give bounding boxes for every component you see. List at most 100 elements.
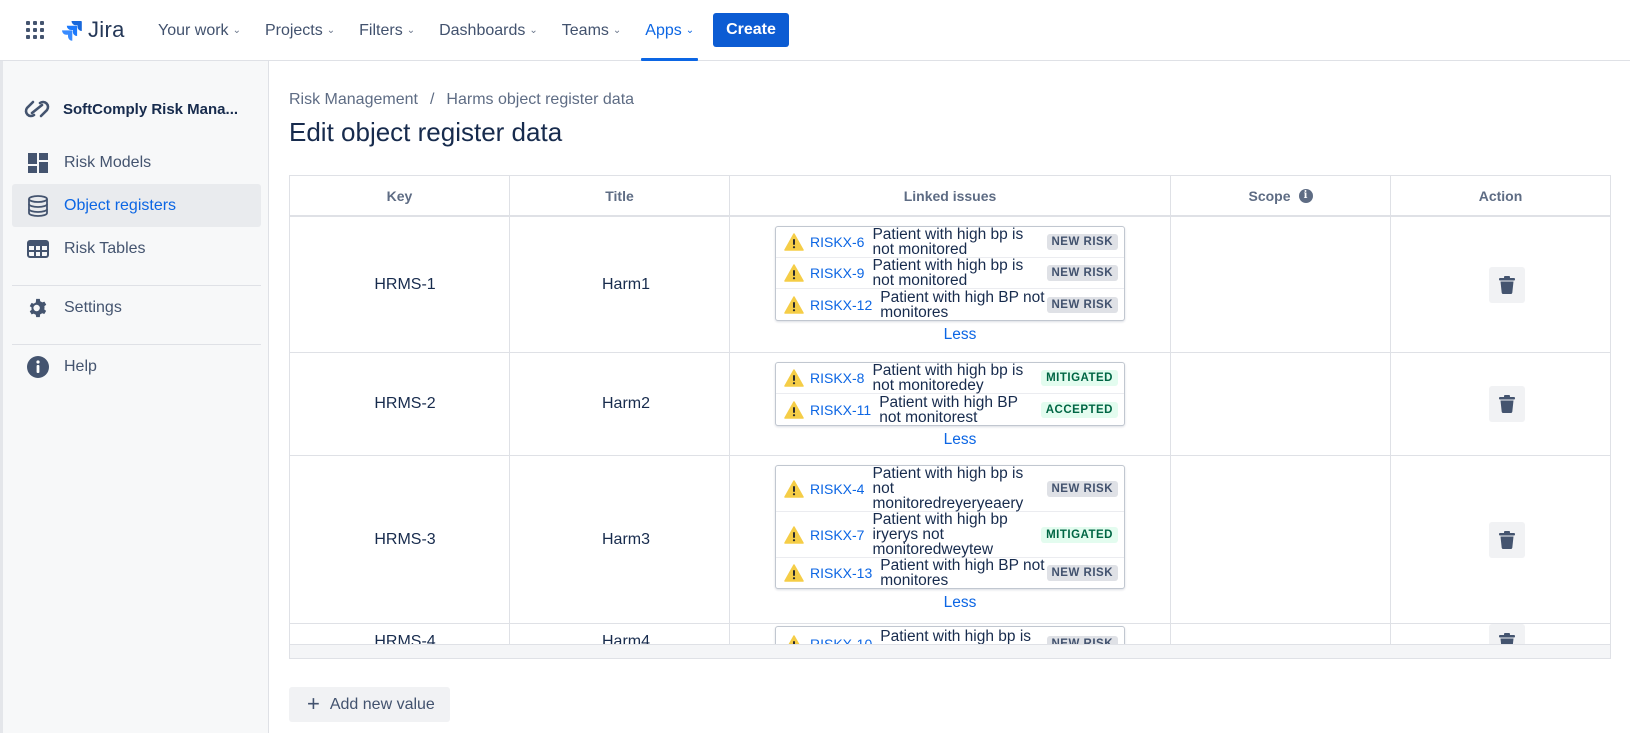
column-header-action: Action [1391, 176, 1610, 215]
nav-your-work[interactable]: Your work ⌄ [150, 0, 249, 61]
linked-issue-item[interactable]: RISKX-9 Patient with high bp is not monit… [776, 258, 1124, 289]
key-cell: HRMS-3 [290, 456, 510, 623]
horizontal-scrollbar[interactable] [290, 644, 1610, 658]
linked-issue-item[interactable]: RISKX-4 Patient with high bp is not monit… [776, 466, 1124, 512]
issue-key-link[interactable]: RISKX-6 [810, 234, 865, 250]
warning-icon [784, 564, 804, 582]
issue-summary: Patient with high bp is not monitored [872, 226, 1024, 258]
column-header-title[interactable]: Title [510, 176, 730, 215]
linked-issue-item[interactable]: RISKX-8 Patient with high bp is not monit… [776, 363, 1124, 394]
linked-issue-item[interactable]: RISKX-12 Patient with high BP not monitor… [776, 289, 1124, 320]
breadcrumb-current-link[interactable]: Harms object register data [446, 91, 635, 108]
softcomply-logo-icon [24, 100, 50, 118]
warning-icon [784, 479, 804, 498]
nav-label: Projects [264, 21, 323, 39]
header-label: Key [386, 187, 413, 204]
create-button[interactable]: Create [713, 13, 789, 47]
sidebar-item-label: Object registers [64, 196, 177, 214]
linked-issues-cell: RISKX-8 Patient with high bp is not monit… [730, 353, 1171, 455]
scope-cell[interactable] [1171, 353, 1391, 455]
table-row: HRMS-3 Harm3 RISKX-4 Patient with high bp i… [290, 456, 1610, 624]
table-row: HRMS-2 Harm2 RISKX-8 Patient with high bp i… [290, 353, 1610, 456]
linked-issues-list: RISKX-8 Patient with high bp is not monit… [775, 362, 1125, 426]
nav-label: Teams [561, 21, 609, 39]
sidebar-item-object-registers[interactable]: Object registers [12, 184, 261, 227]
column-header-scope[interactable]: Scope i [1171, 176, 1391, 215]
nav-menu: Your work ⌄ Projects ⌄ Filters ⌄ Dashboards… [150, 0, 710, 61]
linked-issue-item[interactable]: RISKX-11 Patient with high BP not monitor… [776, 394, 1124, 425]
info-icon[interactable]: i [1298, 188, 1313, 203]
delete-button[interactable] [1488, 266, 1525, 303]
sidebar: SoftComply Risk Mana... Risk Models Obje… [0, 61, 269, 733]
linked-issue-item[interactable]: RISKX-7 Patient with high bp iryerys not … [776, 512, 1124, 558]
sidebar-item-help[interactable]: Help [12, 345, 261, 388]
title-cell: Harm2 [510, 353, 730, 455]
header-label: Scope [1248, 187, 1291, 204]
sidebar-divider [12, 285, 261, 286]
issue-key-link[interactable]: RISKX-8 [810, 370, 865, 386]
table-row: HRMS-1 Harm1 RISKX-6 Patient with high bp i… [290, 217, 1610, 353]
issue-key-link[interactable]: RISKX-13 [810, 565, 873, 581]
app-switcher-icon[interactable] [26, 21, 44, 39]
table-header: Key Title Linked issues Scope i Action [290, 176, 1610, 217]
issue-summary: Patient with high bp is not monitoredrey… [872, 465, 1024, 512]
jira-logo-icon [62, 21, 82, 41]
column-header-key[interactable]: Key [290, 176, 510, 215]
warning-icon [784, 369, 804, 387]
sidebar-item-label: Settings [64, 298, 122, 316]
row-key: HRMS-2 [374, 395, 436, 412]
issue-key-link[interactable]: RISKX-4 [810, 480, 865, 497]
sidebar-item-settings[interactable]: Settings [12, 286, 261, 329]
scope-cell[interactable] [1171, 217, 1391, 352]
key-cell: HRMS-2 [290, 353, 510, 455]
nav-dashboards[interactable]: Dashboards ⌄ [431, 0, 546, 61]
nav-teams[interactable]: Teams ⌄ [554, 0, 630, 61]
warning-icon [784, 233, 804, 251]
issue-key-link[interactable]: RISKX-11 [810, 401, 872, 418]
jira-logo[interactable]: Jira [60, 17, 125, 43]
status-badge: MITIGATED [1041, 526, 1118, 543]
gear-icon [26, 296, 50, 320]
scope-cell[interactable] [1171, 624, 1391, 658]
less-toggle-wrap: Less [730, 594, 1170, 612]
issue-key-link[interactable]: RISKX-12 [810, 296, 873, 313]
scope-cell[interactable] [1171, 456, 1391, 623]
app-title-text: SoftComply Risk Mana... [63, 100, 239, 118]
delete-button[interactable] [1488, 386, 1525, 422]
breadcrumb-root-link[interactable]: Risk Management [289, 91, 418, 108]
add-new-value-button[interactable]: + Add new value [289, 687, 450, 722]
linked-issues-cell: RISKX-6 Patient with high bp is not monit… [730, 217, 1171, 352]
less-link[interactable]: Less [943, 594, 977, 611]
header-label: Linked issues [903, 187, 997, 204]
nav-filters[interactable]: Filters ⌄ [351, 0, 423, 61]
linked-issues-list: RISKX-4 Patient with high bp is not monit… [775, 465, 1125, 589]
column-header-linked-issues[interactable]: Linked issues [730, 176, 1171, 215]
sidebar-item-risk-tables[interactable]: Risk Tables [12, 227, 261, 270]
chevron-down-icon: ⌄ [232, 25, 241, 36]
nav-projects[interactable]: Projects ⌄ [257, 0, 343, 61]
less-toggle-wrap: Less [730, 326, 1170, 344]
sidebar-app-title[interactable]: SoftComply Risk Mana... [23, 97, 238, 121]
chevron-down-icon: ⌄ [406, 25, 416, 36]
linked-issue-item[interactable]: RISKX-13 Patient with high BP not monitor… [776, 558, 1124, 588]
key-cell: HRMS-1 [290, 217, 510, 352]
breadcrumb-separator: / [429, 91, 435, 108]
action-cell [1391, 456, 1610, 623]
issue-key-link[interactable]: RISKX-7 [810, 526, 865, 543]
sidebar-divider [12, 344, 261, 345]
issue-summary: Patient with high bp is not monitoredey [872, 362, 1024, 394]
linked-issues-cell: RISKX-4 Patient with high bp is not monit… [730, 456, 1171, 623]
sidebar-item-risk-models[interactable]: Risk Models [12, 141, 261, 184]
delete-button[interactable] [1488, 521, 1525, 558]
row-key: HRMS-3 [374, 530, 436, 548]
logo-text: Jira [88, 17, 125, 42]
status-badge: NEW RISK [1046, 565, 1118, 581]
row-title: Harm3 [601, 530, 650, 548]
less-link[interactable]: Less [943, 431, 977, 448]
less-link[interactable]: Less [943, 326, 977, 343]
warning-icon [784, 295, 804, 314]
linked-issue-item[interactable]: RISKX-6 Patient with high bp is not monit… [776, 227, 1124, 258]
nav-apps[interactable]: Apps ⌄ [637, 0, 702, 61]
issue-key-link[interactable]: RISKX-9 [810, 265, 865, 281]
issue-summary: Patient with high bp iryerys not monitor… [872, 511, 1008, 558]
